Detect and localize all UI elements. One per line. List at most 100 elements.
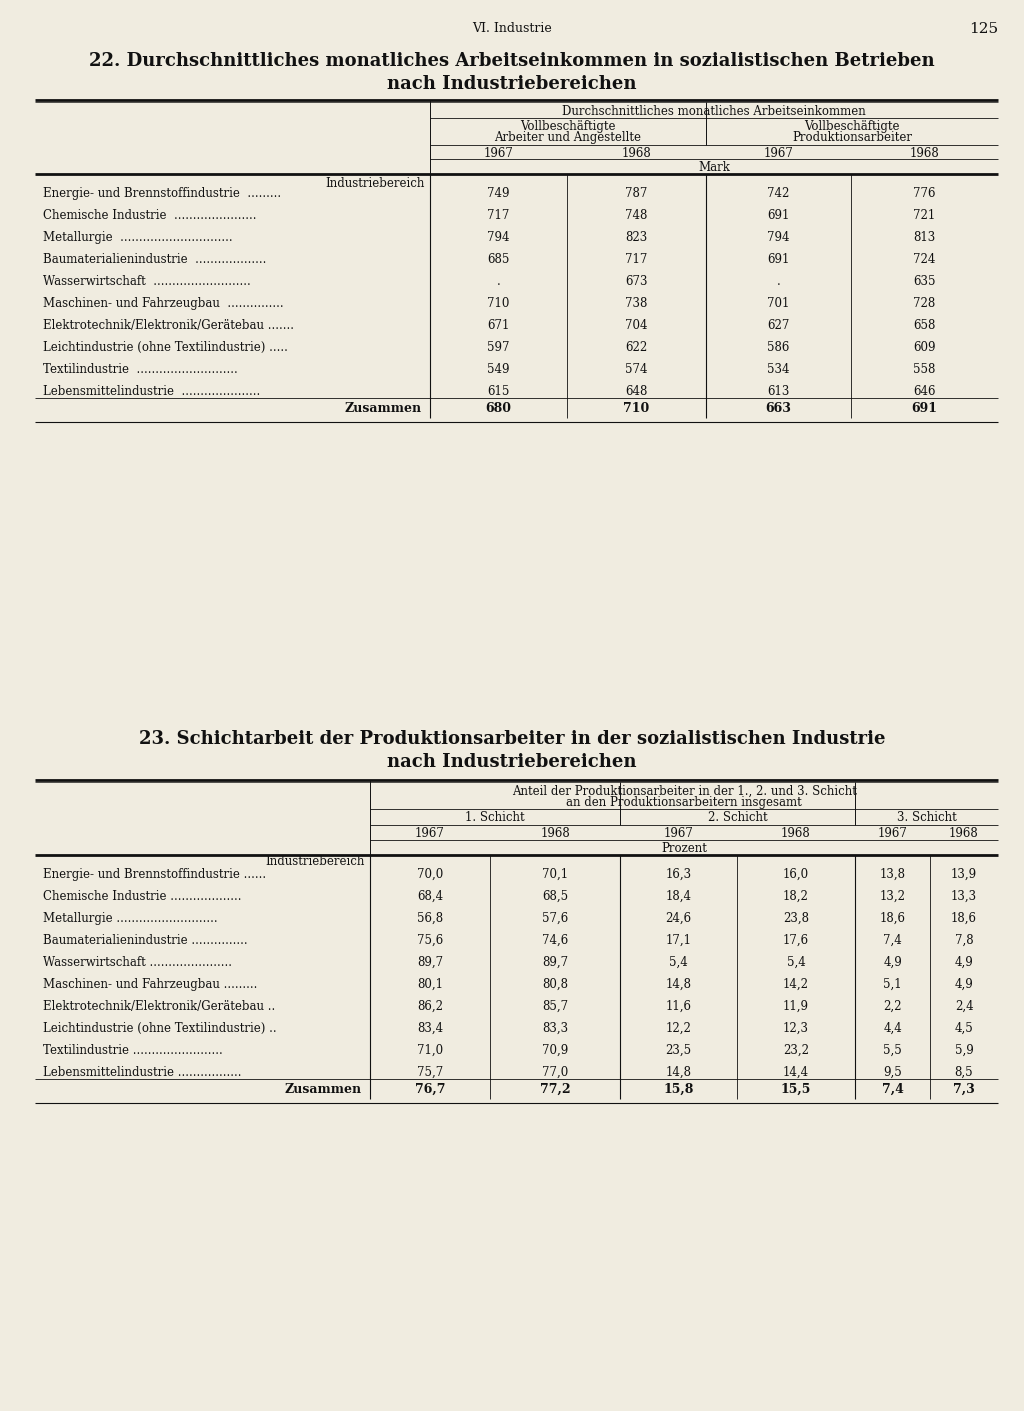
- Text: 7,4: 7,4: [882, 1084, 903, 1096]
- Text: 13,8: 13,8: [880, 868, 905, 880]
- Text: 4,9: 4,9: [954, 957, 974, 969]
- Text: 75,6: 75,6: [417, 934, 443, 947]
- Text: 12,3: 12,3: [783, 1022, 809, 1036]
- Text: 5,9: 5,9: [954, 1044, 974, 1057]
- Text: 794: 794: [487, 231, 510, 244]
- Text: 74,6: 74,6: [542, 934, 568, 947]
- Text: 691: 691: [911, 402, 938, 415]
- Text: 17,1: 17,1: [666, 934, 691, 947]
- Text: 574: 574: [626, 363, 648, 375]
- Text: 16,3: 16,3: [666, 868, 691, 880]
- Text: 787: 787: [626, 188, 648, 200]
- Text: Metallurgie  ..............................: Metallurgie ............................…: [43, 231, 232, 244]
- Text: Chemische Industrie  ......................: Chemische Industrie ....................…: [43, 209, 256, 222]
- Text: Zusammen: Zusammen: [345, 402, 422, 415]
- Text: 77,2: 77,2: [540, 1084, 570, 1096]
- Text: 4,4: 4,4: [883, 1022, 902, 1036]
- Text: Elektrotechnik/Elektronik/Gerätebau ..: Elektrotechnik/Elektronik/Gerätebau ..: [43, 1000, 275, 1013]
- Text: 1967: 1967: [764, 147, 794, 159]
- Text: 701: 701: [767, 296, 790, 310]
- Text: 14,8: 14,8: [666, 1065, 691, 1079]
- Text: Produktionsarbeiter: Produktionsarbeiter: [792, 131, 912, 144]
- Text: 22. Durchschnittliches monatliches Arbeitseinkommen in sozialistischen Betrieben: 22. Durchschnittliches monatliches Arbei…: [89, 52, 935, 71]
- Text: 680: 680: [485, 402, 512, 415]
- Text: 597: 597: [487, 341, 510, 354]
- Text: Elektrotechnik/Elektronik/Gerätebau .......: Elektrotechnik/Elektronik/Gerätebau ....…: [43, 319, 294, 332]
- Text: 5,4: 5,4: [786, 957, 805, 969]
- Text: 80,1: 80,1: [417, 978, 443, 991]
- Text: 704: 704: [626, 319, 648, 332]
- Text: Baumaterialienindustrie  ...................: Baumaterialienindustrie ................…: [43, 253, 266, 267]
- Text: 1968: 1968: [949, 827, 979, 840]
- Text: 68,5: 68,5: [542, 890, 568, 903]
- Text: 125: 125: [969, 23, 998, 37]
- Text: 89,7: 89,7: [417, 957, 443, 969]
- Text: 717: 717: [626, 253, 648, 267]
- Text: 70,1: 70,1: [542, 868, 568, 880]
- Text: 717: 717: [487, 209, 510, 222]
- Text: 7,3: 7,3: [953, 1084, 975, 1096]
- Text: 648: 648: [626, 385, 648, 398]
- Text: 13,2: 13,2: [880, 890, 905, 903]
- Text: 56,8: 56,8: [417, 912, 443, 926]
- Text: 75,7: 75,7: [417, 1065, 443, 1079]
- Text: 724: 724: [913, 253, 936, 267]
- Text: 2. Schicht: 2. Schicht: [708, 811, 767, 824]
- Text: Lebensmittelindustrie .................: Lebensmittelindustrie .................: [43, 1065, 242, 1079]
- Text: 15,8: 15,8: [664, 1084, 693, 1096]
- Text: 23. Schichtarbeit der Produktionsarbeiter in der sozialistischen Industrie: 23. Schichtarbeit der Produktionsarbeite…: [138, 729, 886, 748]
- Text: 1967: 1967: [878, 827, 907, 840]
- Text: 76,7: 76,7: [415, 1084, 445, 1096]
- Text: 14,2: 14,2: [783, 978, 809, 991]
- Text: 2,2: 2,2: [884, 1000, 902, 1013]
- Text: .: .: [776, 275, 780, 288]
- Text: Maschinen- und Fahrzeugbau  ...............: Maschinen- und Fahrzeugbau .............…: [43, 296, 284, 310]
- Text: Arbeiter und Angestellte: Arbeiter und Angestellte: [495, 131, 641, 144]
- Text: Textilindustrie  ...........................: Textilindustrie ........................…: [43, 363, 238, 375]
- Text: 663: 663: [766, 402, 792, 415]
- Text: 18,6: 18,6: [880, 912, 905, 926]
- Text: 11,6: 11,6: [666, 1000, 691, 1013]
- Text: Mark: Mark: [698, 161, 730, 174]
- Text: 691: 691: [767, 209, 790, 222]
- Text: 15,5: 15,5: [781, 1084, 811, 1096]
- Text: 77,0: 77,0: [542, 1065, 568, 1079]
- Text: Leichtindustrie (ohne Textilindustrie) ..: Leichtindustrie (ohne Textilindustrie) .…: [43, 1022, 276, 1036]
- Text: 14,4: 14,4: [783, 1065, 809, 1079]
- Text: Lebensmittelindustrie  .....................: Lebensmittelindustrie ..................…: [43, 385, 260, 398]
- Text: 4,9: 4,9: [883, 957, 902, 969]
- Text: 1968: 1968: [781, 827, 811, 840]
- Text: 721: 721: [913, 209, 936, 222]
- Text: 776: 776: [913, 188, 936, 200]
- Text: 18,4: 18,4: [666, 890, 691, 903]
- Text: 5,5: 5,5: [883, 1044, 902, 1057]
- Text: 70,0: 70,0: [417, 868, 443, 880]
- Text: 17,6: 17,6: [783, 934, 809, 947]
- Text: 4,5: 4,5: [954, 1022, 974, 1036]
- Text: 813: 813: [913, 231, 936, 244]
- Text: Vollbeschäftigte: Vollbeschäftigte: [520, 120, 615, 133]
- Text: 1967: 1967: [415, 827, 445, 840]
- Text: 12,2: 12,2: [666, 1022, 691, 1036]
- Text: 646: 646: [913, 385, 936, 398]
- Text: Industriebereich: Industriebereich: [326, 176, 425, 190]
- Text: 13,3: 13,3: [951, 890, 977, 903]
- Text: 823: 823: [626, 231, 647, 244]
- Text: 710: 710: [624, 402, 649, 415]
- Text: 549: 549: [487, 363, 510, 375]
- Text: 673: 673: [626, 275, 648, 288]
- Text: 23,5: 23,5: [666, 1044, 691, 1057]
- Text: nach Industriebereichen: nach Industriebereichen: [387, 753, 637, 770]
- Text: 23,8: 23,8: [783, 912, 809, 926]
- Text: Leichtindustrie (ohne Textilindustrie) .....: Leichtindustrie (ohne Textilindustrie) .…: [43, 341, 288, 354]
- Text: 1968: 1968: [622, 147, 651, 159]
- Text: VI. Industrie: VI. Industrie: [472, 23, 552, 35]
- Text: Energie- und Brennstoffindustrie  .........: Energie- und Brennstoffindustrie .......…: [43, 188, 282, 200]
- Text: 24,6: 24,6: [666, 912, 691, 926]
- Text: Prozent: Prozent: [662, 842, 707, 855]
- Text: an den Produktionsarbeitern insgesamt: an den Produktionsarbeitern insgesamt: [566, 796, 802, 809]
- Text: .: .: [497, 275, 501, 288]
- Text: 9,5: 9,5: [883, 1065, 902, 1079]
- Text: 749: 749: [487, 188, 510, 200]
- Text: 8,5: 8,5: [954, 1065, 974, 1079]
